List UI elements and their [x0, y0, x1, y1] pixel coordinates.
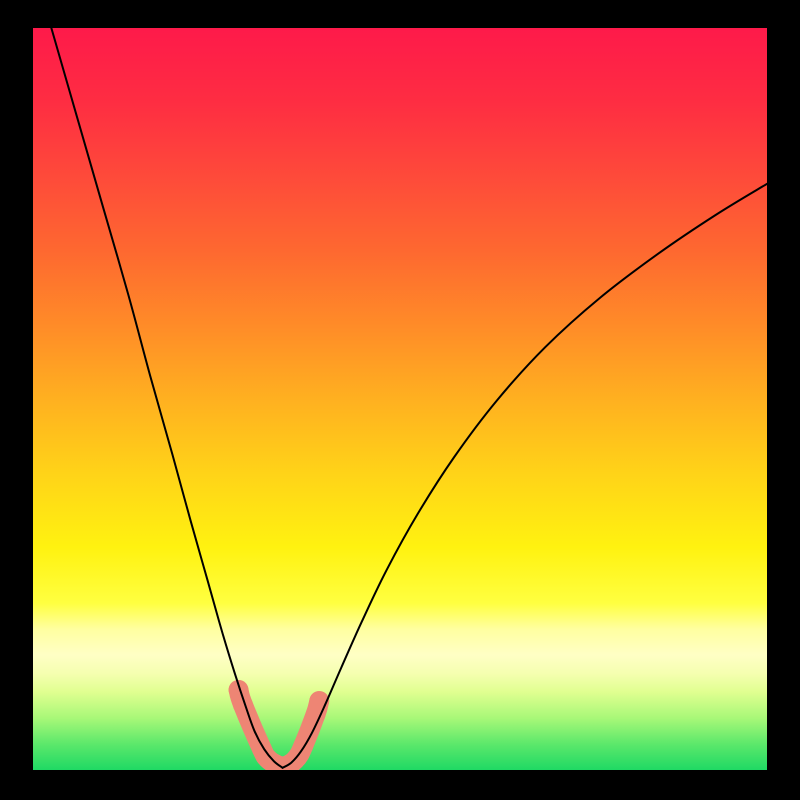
curve-right [283, 184, 767, 768]
marker-dot [293, 736, 313, 756]
frame-left [0, 0, 33, 800]
frame-top [0, 0, 800, 28]
frame-bottom [0, 770, 800, 800]
curve-layer [33, 28, 767, 770]
curve-left [51, 28, 282, 768]
plot-area [33, 28, 767, 770]
frame-right [767, 0, 800, 800]
